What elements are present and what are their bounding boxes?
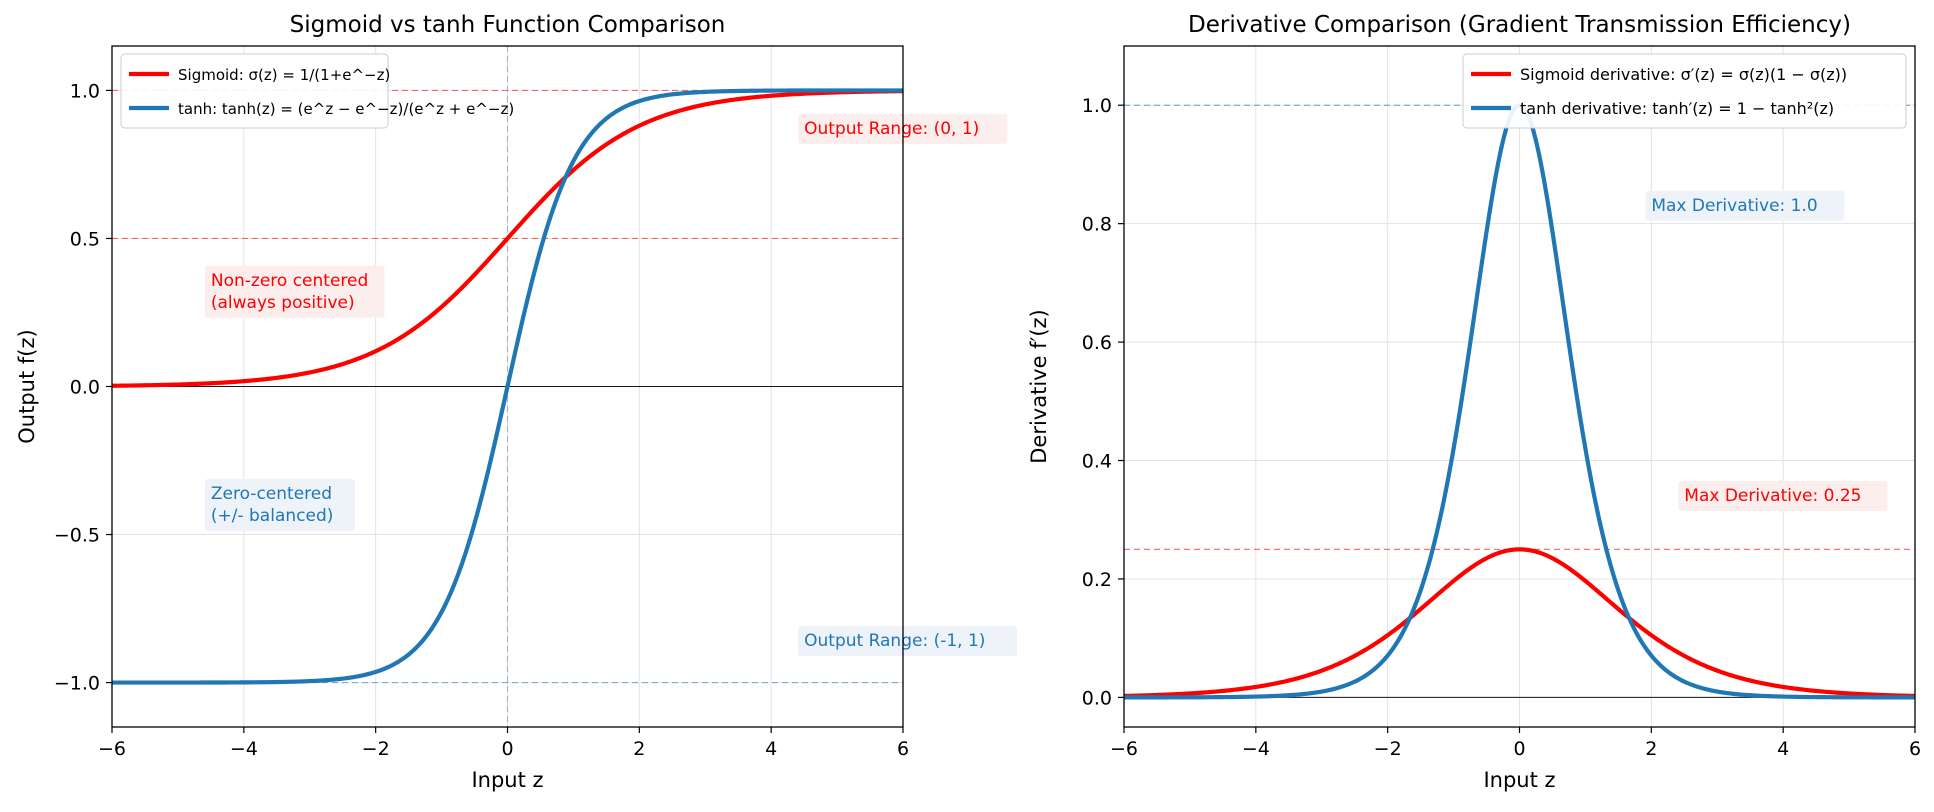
annotation-line: (always positive) (211, 293, 355, 313)
legend-label: tanh derivative: tanh′(z) = 1 − tanh²(z) (1520, 99, 1834, 118)
x-tick-label: −2 (362, 738, 390, 760)
x-tick-label: −6 (98, 738, 126, 760)
y-tick-label: −1.0 (54, 673, 100, 695)
annotation-text: Max Derivative: 0.25 (1684, 486, 1861, 506)
legend-label: Sigmoid derivative: σ′(z) = σ(z)(1 − σ(z… (1520, 65, 1847, 84)
x-axis-label: Input z (471, 768, 543, 792)
x-tick-label: −4 (230, 738, 258, 760)
x-tick-label: 2 (633, 738, 645, 760)
legend: Sigmoid derivative: σ′(z) = σ(z)(1 − σ(z… (1463, 54, 1906, 128)
legend-label: tanh: tanh(z) = (e^z − e^−z)/(e^z + e^−z… (178, 100, 514, 118)
x-tick-label: 6 (1909, 738, 1921, 760)
y-tick-label: 0.0 (1082, 687, 1112, 709)
annotation-text: Output Range: (-1, 1) (804, 631, 985, 651)
annotation-line: Output Range: (0, 1) (804, 119, 979, 139)
annotation-line: (+/- balanced) (211, 506, 334, 526)
chart-panel-1: Output Range: (0, 1) Non-zero centered(al… (15, 12, 1017, 792)
x-axis-label: Input z (1483, 768, 1555, 792)
x-tick-label: 0 (501, 738, 513, 760)
y-tick-label: 0.2 (1082, 569, 1112, 591)
annotation-line: Zero-centered (211, 484, 332, 504)
legend-label: Sigmoid: σ(z) = 1/(1+e^−z) (178, 66, 390, 84)
y-tick-label: 0.4 (1082, 451, 1112, 473)
annotation-text: Output Range: (0, 1) (804, 119, 979, 139)
x-tick-label: 2 (1645, 738, 1657, 760)
annotation-line: Output Range: (-1, 1) (804, 631, 985, 651)
y-axis-label: Derivative f′(z) (1027, 309, 1051, 464)
y-tick-label: 1.0 (70, 80, 100, 102)
y-tick-label: −0.5 (54, 525, 100, 547)
x-tick-label: −6 (1110, 738, 1138, 760)
x-tick-label: −4 (1242, 738, 1270, 760)
x-tick-label: 4 (1777, 738, 1789, 760)
x-tick-label: −2 (1374, 738, 1402, 760)
annotation-line: Max Derivative: 0.25 (1684, 486, 1861, 506)
y-tick-label: 0.5 (70, 228, 100, 250)
y-axis-label: Output f(z) (15, 329, 39, 443)
x-tick-label: 4 (765, 738, 777, 760)
y-tick-label: 0.0 (70, 377, 100, 399)
y-tick-label: 1.0 (1082, 95, 1112, 117)
chart-title: Derivative Comparison (Gradient Transmis… (1188, 12, 1851, 38)
annotation-line: Non-zero centered (211, 271, 368, 291)
x-tick-label: 6 (897, 738, 909, 760)
chart-title: Sigmoid vs tanh Function Comparison (290, 12, 726, 38)
chart-panel-2: Max Derivative: 1.0 Max Derivative: 0.25 −… (1027, 12, 1921, 792)
annotation-text: Max Derivative: 1.0 (1651, 196, 1817, 216)
annotation-line: Max Derivative: 1.0 (1651, 196, 1817, 216)
x-tick-label: 0 (1513, 738, 1525, 760)
y-tick-label: 0.8 (1082, 214, 1112, 236)
y-tick-label: 0.6 (1082, 332, 1112, 354)
